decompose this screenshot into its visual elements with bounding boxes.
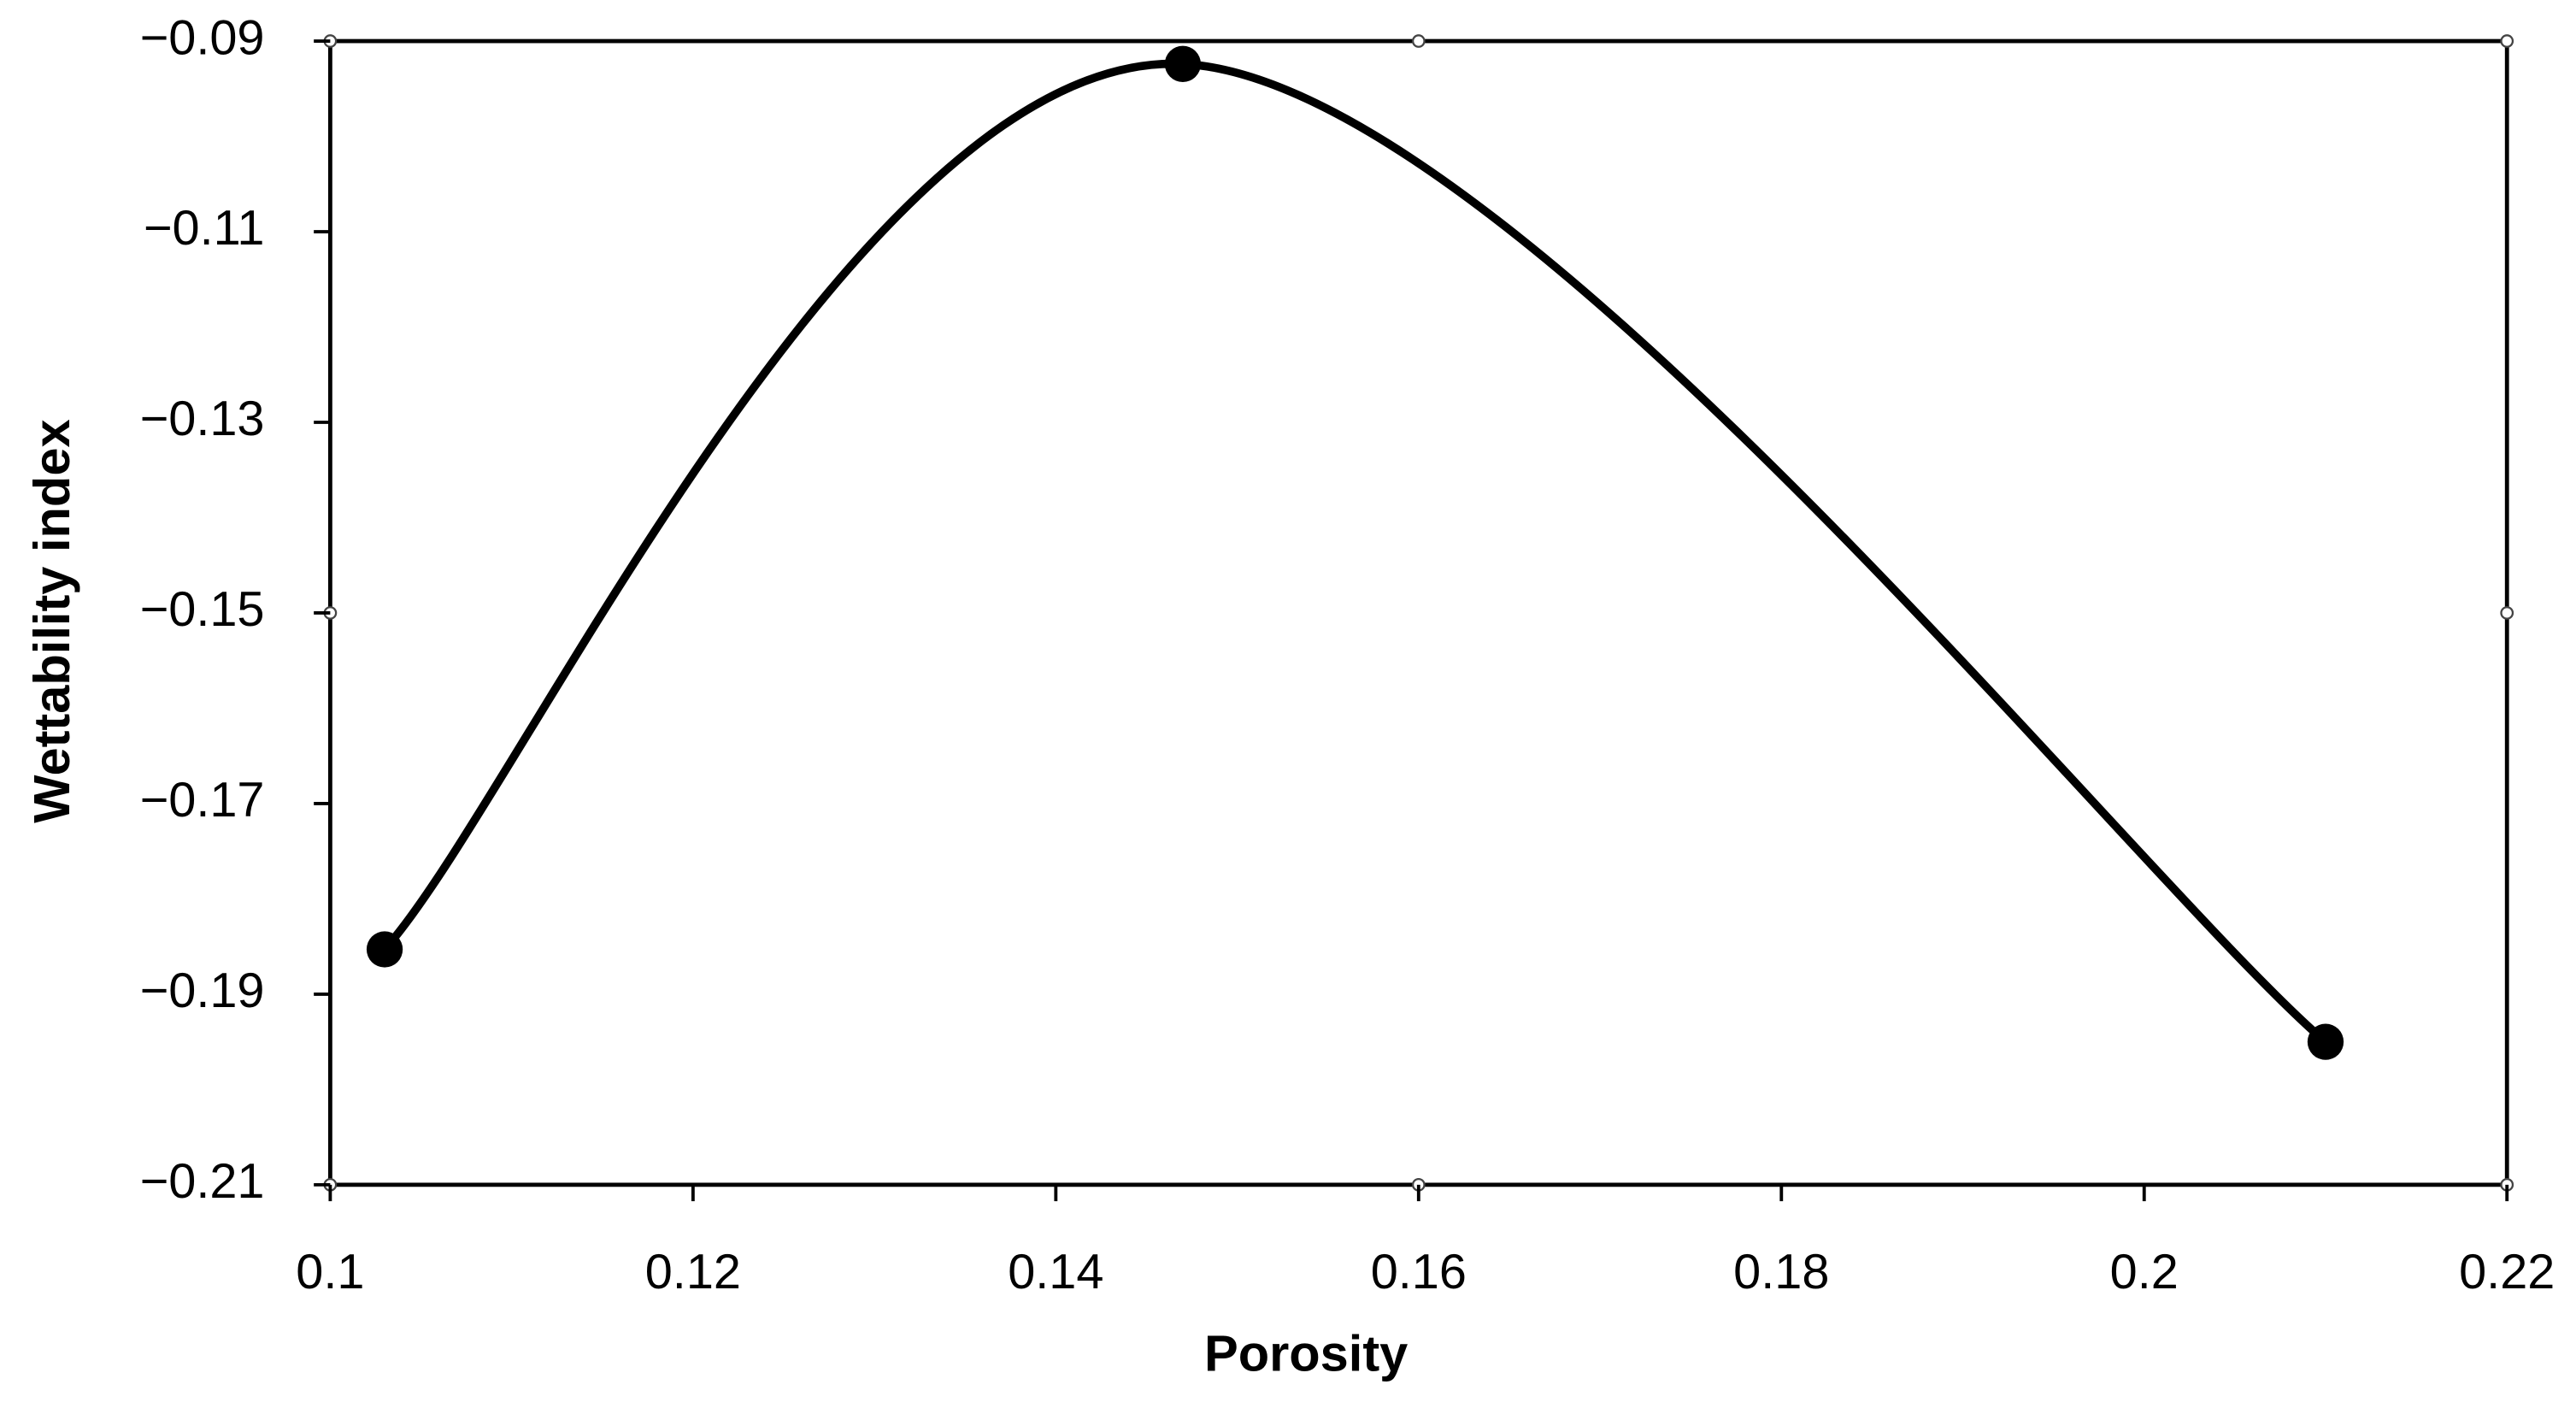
y-tick-label: −0.15 <box>140 582 265 637</box>
x-tick-label: 0.2 <box>2110 1245 2179 1299</box>
x-tick-label: 0.1 <box>296 1245 364 1299</box>
x-tick-label: 0.18 <box>1733 1245 1829 1299</box>
y-tick-label: −0.09 <box>140 10 265 65</box>
y-tick-label: −0.11 <box>144 201 265 256</box>
frame-dot <box>2500 606 2514 620</box>
frame-dot <box>2500 34 2514 48</box>
x-tick-label: 0.22 <box>2459 1245 2555 1299</box>
x-tick-label: 0.12 <box>645 1245 741 1299</box>
data-line <box>381 59 2329 1046</box>
frame-dot <box>1411 34 1426 48</box>
x-axis-title: Porosity <box>1204 1324 1408 1382</box>
data-point <box>366 931 403 968</box>
data-point <box>1164 45 1202 82</box>
data-point <box>2307 1023 2344 1060</box>
y-tick-label: −0.13 <box>140 392 265 446</box>
y-tick-label: −0.19 <box>140 963 265 1018</box>
frame-decorations <box>323 34 2514 1192</box>
x-tick-label: 0.14 <box>1008 1245 1103 1299</box>
y-axis-title: Wettability index <box>23 419 80 822</box>
plot-frame <box>327 38 2509 1187</box>
y-tick-label: −0.21 <box>140 1154 265 1209</box>
x-tick-label: 0.16 <box>1371 1245 1467 1299</box>
y-tick-label: −0.17 <box>140 773 265 828</box>
